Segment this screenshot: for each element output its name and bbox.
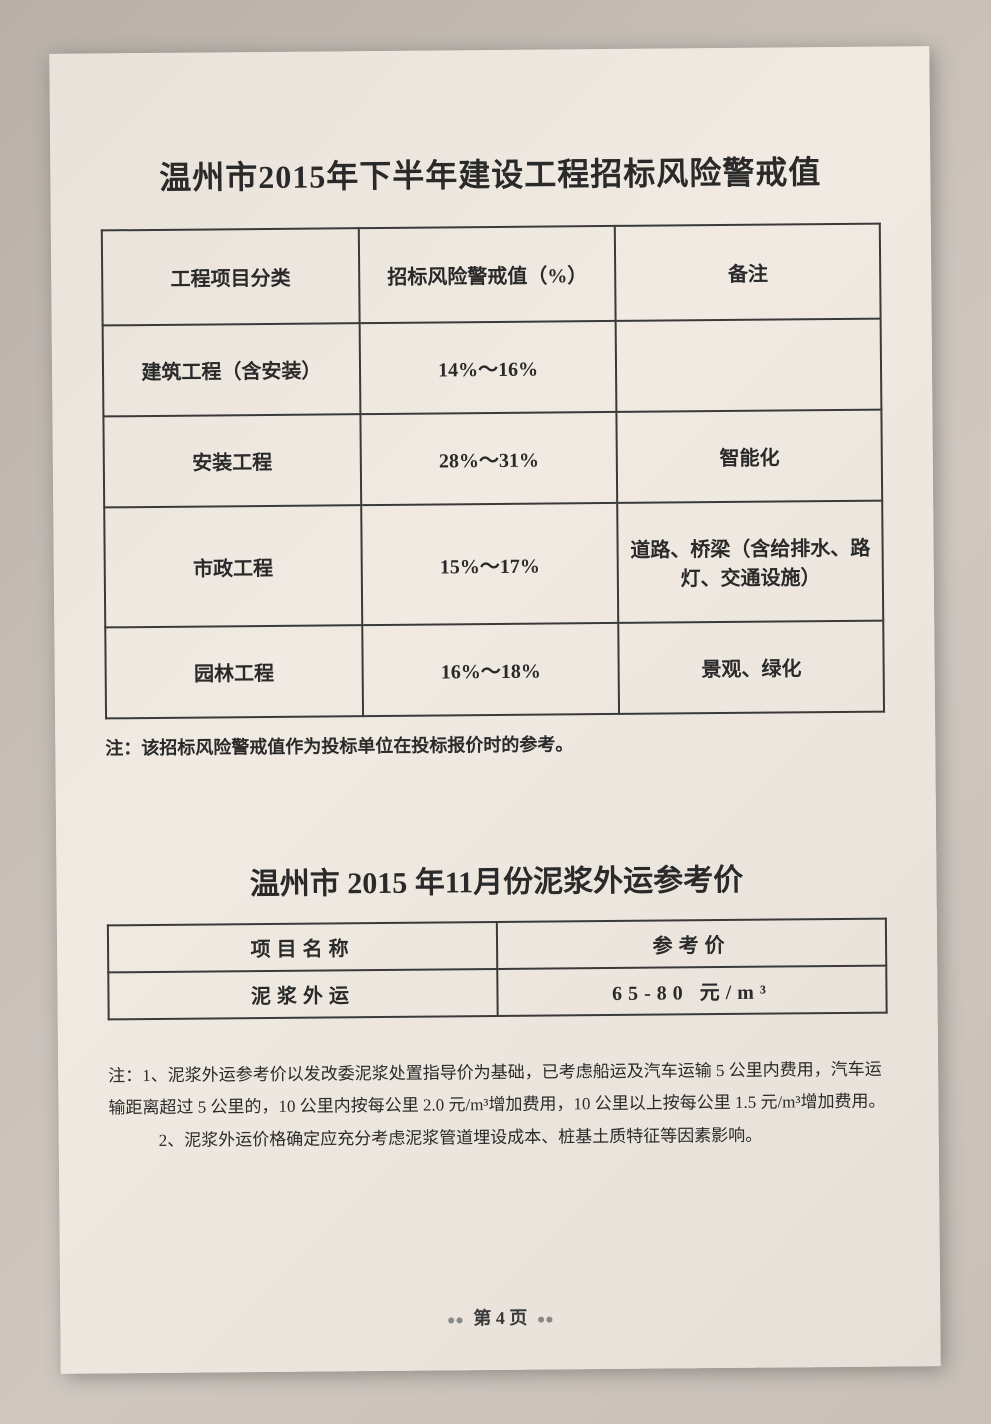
note-risk-table: 注：该招标风险警戒值作为投标单位在投标报价时的参考。 — [105, 728, 885, 761]
cell-value: 28%～31% — [360, 412, 618, 505]
header-value: 招标风险警戒值（%） — [359, 226, 617, 323]
title-risk-warning: 温州市2015年下半年建设工程招标风险警戒值 — [100, 147, 880, 200]
cell-category: 市政工程 — [104, 505, 362, 627]
title-mud-transport: 温州市 2015 年11月份泥浆外运参考价 — [106, 854, 886, 905]
table-row: 市政工程 15%～17% 道路、桥梁（含给排水、路灯、交通设施） — [104, 501, 883, 628]
cell-value: 14%～16% — [359, 321, 617, 414]
page-number-text: 第 4 页 — [473, 1308, 527, 1328]
cell-value: 16%～18% — [362, 623, 620, 716]
document-page: 温州市2015年下半年建设工程招标风险警戒值 工程项目分类 招标风险警戒值（%）… — [49, 46, 940, 1374]
cell-ref-price: 65-80 元/m³ — [497, 966, 886, 1016]
cell-remark: 景观、绿化 — [619, 621, 884, 714]
cell-value: 15%～17% — [361, 503, 619, 625]
note-line1: 注：1、泥浆外运参考价以发改委泥浆处置指导价为基础，已考虑船运及汽车运输 5 公… — [108, 1060, 886, 1118]
header-ref-price: 参考价 — [497, 919, 886, 969]
table-row: 泥浆外运 65-80 元/m³ — [108, 966, 886, 1020]
cell-remark: 智能化 — [617, 410, 882, 503]
table-row: 建筑工程（含安装） 14%～16% — [103, 319, 882, 417]
note-line2: 2、泥浆外运价格确定应充分考虑泥浆管道埋设成本、桩基土质特征等因素影响。 — [109, 1118, 889, 1157]
dot-icon: ●● — [537, 1313, 554, 1328]
cell-remark: 道路、桥梁（含给排水、路灯、交通设施） — [618, 501, 884, 623]
cell-item-name: 泥浆外运 — [108, 969, 497, 1019]
cell-remark — [616, 319, 881, 412]
risk-warning-table: 工程项目分类 招标风险警戒值（%） 备注 建筑工程（含安装） 14%～16% 安… — [101, 223, 885, 720]
cell-category: 建筑工程（含安装） — [103, 323, 361, 416]
note-mud-transport: 注：1、泥浆外运参考价以发改委泥浆处置指导价为基础，已考虑船运及汽车运输 5 公… — [108, 1054, 889, 1158]
header-remark: 备注 — [615, 224, 880, 321]
cell-category: 安装工程 — [103, 414, 361, 507]
header-item-name: 项目名称 — [108, 922, 497, 972]
header-category: 工程项目分类 — [102, 228, 360, 325]
page-number: ●● 第 4 页 ●● — [442, 1303, 559, 1330]
table-header-row: 工程项目分类 招标风险警戒值（%） 备注 — [102, 224, 881, 326]
mud-transport-table: 项目名称 参考价 泥浆外运 65-80 元/m³ — [107, 918, 888, 1021]
table-header-row: 项目名称 参考价 — [108, 919, 886, 973]
cell-category: 园林工程 — [105, 625, 363, 718]
dot-icon: ●● — [447, 1313, 464, 1328]
table-row: 安装工程 28%～31% 智能化 — [103, 410, 882, 508]
table-row: 园林工程 16%～18% 景观、绿化 — [105, 621, 884, 719]
